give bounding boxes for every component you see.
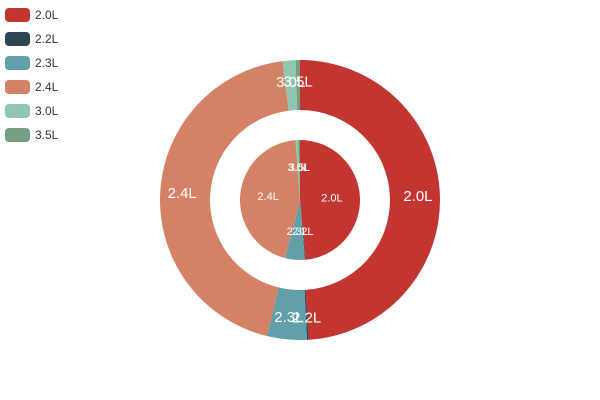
inner-slice-3-0L[interactable] bbox=[295, 140, 300, 200]
legend-swatch bbox=[5, 80, 30, 94]
legend-label: 2.3L bbox=[35, 56, 59, 70]
inner-slice-label: 2.0L bbox=[321, 192, 342, 204]
legend-swatch bbox=[5, 104, 30, 118]
outer-slice-label: 2.4L bbox=[168, 185, 197, 202]
legend-item[interactable]: 2.3L bbox=[5, 51, 58, 75]
outer-slice-2-3L[interactable] bbox=[266, 287, 308, 341]
legend-label: 3.5L bbox=[35, 128, 59, 142]
legend-item[interactable]: 2.2L bbox=[5, 27, 58, 51]
legend-item[interactable]: 2.4L bbox=[5, 75, 58, 99]
inner-slice-label: 3.5L bbox=[289, 162, 310, 174]
outer-slice-2-4L[interactable] bbox=[159, 61, 289, 337]
legend-item[interactable]: 3.0L bbox=[5, 99, 58, 123]
legend-swatch bbox=[5, 56, 30, 70]
inner-slice-label: 2.4L bbox=[257, 191, 278, 203]
inner-slice-label: 2.2L bbox=[292, 226, 313, 238]
legend-swatch bbox=[5, 32, 30, 46]
legend-label: 2.0L bbox=[35, 8, 59, 22]
outer-slice-label: 3.5L bbox=[284, 74, 313, 91]
legend-label: 3.0L bbox=[35, 104, 59, 118]
inner-slice-2-2L[interactable] bbox=[300, 200, 306, 260]
outer-slice-3-5L[interactable] bbox=[295, 60, 300, 111]
inner-slice-2-0L[interactable] bbox=[300, 140, 360, 260]
inner-slice-label: 2.3L bbox=[287, 226, 308, 238]
inner-slice-label: 3.0L bbox=[288, 162, 309, 174]
legend-label: 2.2L bbox=[35, 32, 59, 46]
legend-swatch bbox=[5, 128, 30, 142]
outer-slice-label: 3.0L bbox=[276, 74, 305, 91]
chart-legend: 2.0L 2.2L 2.3L 2.4L 3.0L 3.5L bbox=[5, 3, 58, 147]
inner-slice-2-4L[interactable] bbox=[240, 140, 300, 259]
legend-label: 2.4L bbox=[35, 80, 59, 94]
outer-slice-3-0L[interactable] bbox=[282, 60, 298, 111]
outer-slice-label: 2.2L bbox=[292, 309, 321, 326]
inner-slice-2-3L[interactable] bbox=[285, 200, 305, 260]
inner-slice-3-5L[interactable] bbox=[298, 140, 300, 200]
legend-swatch bbox=[5, 8, 30, 22]
legend-item[interactable]: 3.5L bbox=[5, 123, 58, 147]
outer-slice-label: 2.3L bbox=[274, 309, 303, 326]
outer-slice-label: 2.0L bbox=[403, 188, 432, 205]
legend-item[interactable]: 2.0L bbox=[5, 3, 58, 27]
outer-slice-2-2L[interactable] bbox=[304, 289, 309, 340]
outer-slice-2-0L[interactable] bbox=[300, 60, 441, 340]
